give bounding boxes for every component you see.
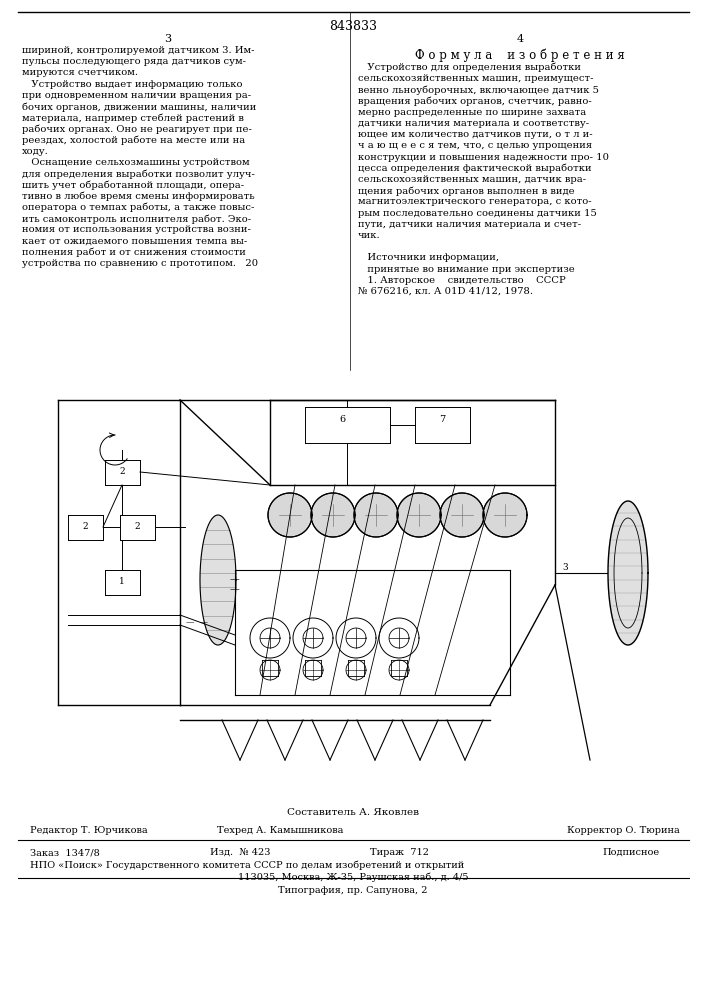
Polygon shape: [354, 493, 398, 537]
Text: реездах, холостой работе на месте или на: реездах, холостой работе на месте или на: [22, 136, 245, 145]
Text: кает от ожидаемого повышения темпа вы-: кает от ожидаемого повышения темпа вы-: [22, 236, 247, 245]
Text: бочих органов, движении машины, наличии: бочих органов, движении машины, наличии: [22, 102, 257, 111]
Text: Техред А. Камышникова: Техред А. Камышникова: [217, 826, 343, 835]
Text: шириной, контролируемой датчиком 3. Им-: шириной, контролируемой датчиком 3. Им-: [22, 46, 255, 55]
Polygon shape: [397, 493, 441, 537]
Text: 2: 2: [82, 522, 88, 531]
Text: Устройство выдает информацию только: Устройство выдает информацию только: [22, 80, 243, 89]
Text: —: —: [230, 575, 240, 584]
Text: сельскохозяйственных машин, преимущест-: сельскохозяйственных машин, преимущест-: [358, 74, 593, 83]
Text: щения рабочих органов выполнен в виде: щения рабочих органов выполнен в виде: [358, 186, 575, 196]
Text: 843833: 843833: [329, 20, 377, 33]
Text: Составитель А. Яковлев: Составитель А. Яковлев: [287, 808, 419, 817]
Text: ходу.: ходу.: [22, 147, 49, 156]
Text: 4: 4: [516, 34, 524, 44]
Polygon shape: [200, 515, 236, 645]
Text: материала, например стеблей растений в: материала, например стеблей растений в: [22, 113, 244, 123]
Text: пульсы последующего ряда датчиков сум-: пульсы последующего ряда датчиков сум-: [22, 57, 246, 66]
Text: 1. Авторское    свидетельство    СССР: 1. Авторское свидетельство СССР: [358, 276, 566, 285]
Polygon shape: [608, 501, 648, 645]
Text: 7: 7: [439, 415, 445, 424]
Text: устройства по сравнению с прототипом.   20: устройства по сравнению с прототипом. 20: [22, 259, 258, 268]
Text: ить самоконтроль исполнителя работ. Эко-: ить самоконтроль исполнителя работ. Эко-: [22, 214, 251, 224]
Text: Изд.  № 423: Изд. № 423: [210, 848, 271, 857]
Text: конструкции и повышения надежности про- 10: конструкции и повышения надежности про- …: [358, 153, 609, 162]
Text: Редактор Т. Юрчикова: Редактор Т. Юрчикова: [30, 826, 148, 835]
Text: Источники информации,: Источники информации,: [358, 253, 499, 262]
Text: —: —: [230, 585, 240, 594]
Text: номия от использования устройства возни-: номия от использования устройства возни-: [22, 225, 251, 234]
Text: 1: 1: [119, 577, 125, 586]
Text: пути, датчики наличия материала и счет-: пути, датчики наличия материала и счет-: [358, 220, 581, 229]
Polygon shape: [483, 493, 527, 537]
Text: при одновременном наличии вращения ра-: при одновременном наличии вращения ра-: [22, 91, 251, 100]
Text: ющее им количество датчиков пути, о т л и-: ющее им количество датчиков пути, о т л …: [358, 130, 592, 139]
Text: Типография, пр. Сапунова, 2: Типография, пр. Сапунова, 2: [279, 886, 428, 895]
Text: Заказ  1347/8: Заказ 1347/8: [30, 848, 100, 857]
Text: шить учет обработанной площади, опера-: шить учет обработанной площади, опера-: [22, 180, 244, 190]
Text: мерно распределенные по ширине захвата: мерно распределенные по ширине захвата: [358, 108, 586, 117]
Text: оператора о темпах работы, а также повыс-: оператора о темпах работы, а также повыс…: [22, 203, 255, 212]
Text: 6: 6: [339, 415, 345, 424]
Text: рым последовательно соединены датчики 15: рым последовательно соединены датчики 15: [358, 209, 597, 218]
Text: НПО «Поиск» Государственного комитета СССР по делам изобретений и открытий: НПО «Поиск» Государственного комитета СС…: [30, 860, 464, 869]
Text: № 676216, кл. А 01D 41/12, 1978.: № 676216, кл. А 01D 41/12, 1978.: [358, 287, 533, 296]
Text: принятые во внимание при экспертизе: принятые во внимание при экспертизе: [358, 265, 575, 274]
Text: тивно в любое время смены информировать: тивно в любое время смены информировать: [22, 192, 255, 201]
Text: Ф о р м у л а    и з о б р е т е н и я: Ф о р м у л а и з о б р е т е н и я: [415, 48, 625, 62]
Text: датчики наличия материала и соответству-: датчики наличия материала и соответству-: [358, 119, 589, 128]
Text: сельскохозяйственных машин, датчик вра-: сельскохозяйственных машин, датчик вра-: [358, 175, 586, 184]
Text: 3: 3: [562, 563, 568, 572]
Text: магнитоэлектрического генератора, с кото-: магнитоэлектрического генератора, с кото…: [358, 197, 592, 206]
Text: цесса определения фактической выработки: цесса определения фактической выработки: [358, 164, 592, 173]
Text: мируются счетчиком.: мируются счетчиком.: [22, 68, 138, 77]
Text: Устройство для определения выработки: Устройство для определения выработки: [358, 63, 581, 73]
Text: полнения работ и от снижения стоимости: полнения работ и от снижения стоимости: [22, 248, 246, 257]
Text: Тираж  712: Тираж 712: [370, 848, 429, 857]
Text: ч а ю щ е е с я тем, что, с целью упрощения: ч а ю щ е е с я тем, что, с целью упроще…: [358, 141, 592, 150]
Text: Оснащение сельхозмашины устройством: Оснащение сельхозмашины устройством: [22, 158, 250, 167]
Text: 2: 2: [119, 467, 125, 476]
Text: 2: 2: [134, 522, 140, 531]
Text: Корректор О. Тюрина: Корректор О. Тюрина: [567, 826, 680, 835]
Polygon shape: [311, 493, 355, 537]
Polygon shape: [440, 493, 484, 537]
Text: рабочих органах. Оно не реагирует при пе-: рабочих органах. Оно не реагирует при пе…: [22, 124, 252, 134]
Text: чик.: чик.: [358, 231, 380, 240]
Text: вращения рабочих органов, счетчик, равно-: вращения рабочих органов, счетчик, равно…: [358, 97, 592, 106]
Text: 3: 3: [165, 34, 172, 44]
Text: —  —: — —: [186, 618, 208, 626]
Text: венно льноуборочных, включающее датчик 5: венно льноуборочных, включающее датчик 5: [358, 85, 599, 95]
Polygon shape: [268, 493, 312, 537]
Text: для определения выработки позволит улуч-: для определения выработки позволит улуч-: [22, 169, 255, 179]
Text: 113035, Москва, Ж-35, Раушская наб., д. 4/5: 113035, Москва, Ж-35, Раушская наб., д. …: [238, 873, 468, 882]
Text: Подписное: Подписное: [603, 848, 660, 857]
